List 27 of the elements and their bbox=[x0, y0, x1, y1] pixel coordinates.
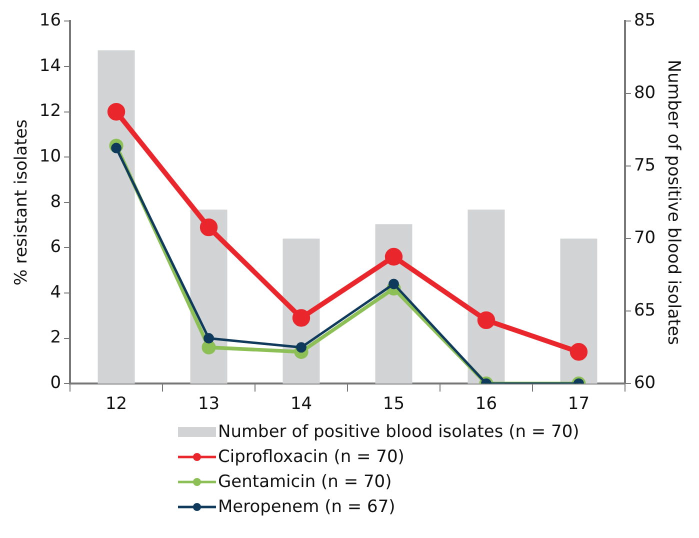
x-tick-label: 13 bbox=[198, 394, 220, 414]
y-axis-title: % resistant isolates bbox=[12, 119, 32, 286]
y-tick-label: 6 bbox=[50, 237, 62, 258]
y2-tick-label: 60 bbox=[634, 373, 656, 394]
y2-axis-title: Number of positive blood isolates bbox=[663, 60, 684, 346]
legend-label: Gentamicin (n = 70) bbox=[218, 472, 392, 492]
y2-tick-label: 75 bbox=[634, 156, 656, 176]
y-tick-label: 16 bbox=[39, 10, 62, 31]
x-tick-label: 15 bbox=[382, 394, 405, 414]
y-tick-label: 10 bbox=[39, 146, 62, 167]
y2-tick-label: 85 bbox=[634, 10, 656, 31]
x-tick-label: 14 bbox=[290, 394, 312, 414]
y-tick-label: 4 bbox=[50, 282, 62, 302]
x-tick-label: 12 bbox=[105, 394, 128, 414]
y-tick-label: 14 bbox=[39, 56, 62, 76]
legend-label: Ciprofloxacin (n = 70) bbox=[218, 447, 404, 467]
x-tick-label: 17 bbox=[568, 394, 590, 414]
y-tick-label: 2 bbox=[50, 328, 62, 348]
legend-label: Number of positive blood isolates (n = 70) bbox=[218, 422, 580, 442]
y2-tick-label: 70 bbox=[634, 228, 656, 248]
x-tick-label: 16 bbox=[475, 394, 498, 414]
y-tick-label: 0 bbox=[50, 373, 62, 394]
y2-tick-label: 80 bbox=[634, 83, 656, 104]
legend-label: Meropenem (n = 67) bbox=[218, 497, 396, 517]
y-tick-label: 8 bbox=[50, 192, 62, 212]
y2-tick-label: 65 bbox=[634, 300, 656, 321]
y-tick-label: 12 bbox=[39, 101, 62, 122]
